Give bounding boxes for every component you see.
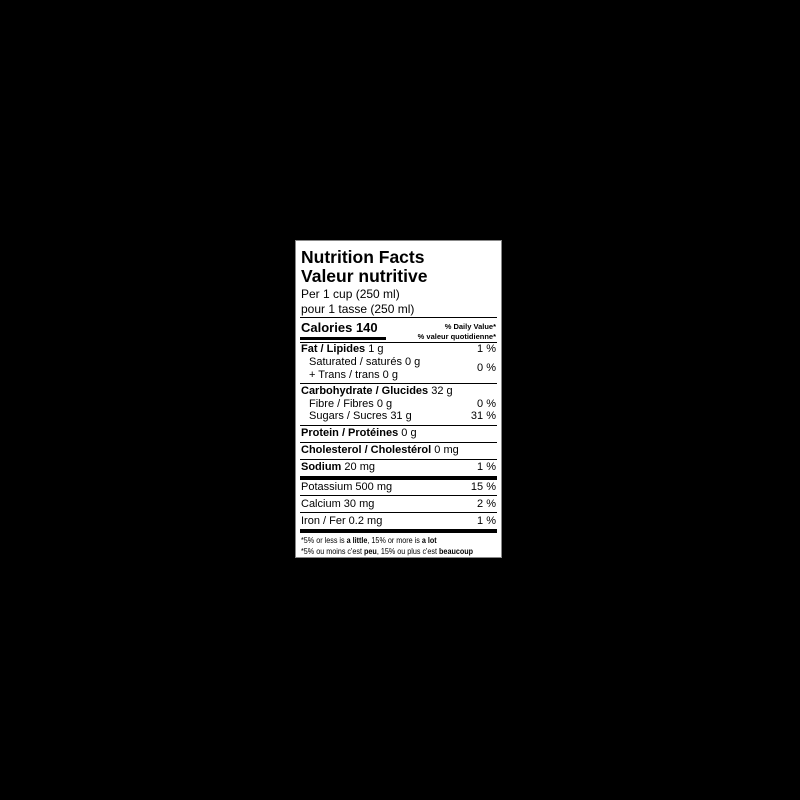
serving-fr: pour 1 tasse (250 ml): [301, 302, 415, 316]
title-fr: Valeur nutritive: [301, 266, 428, 286]
footnote-en: *5% or less is a little, 15% or more is …: [301, 536, 437, 545]
divider: [300, 317, 497, 318]
nutrient-cholesterol: Cholesterol / Cholestérol 0 mg: [301, 444, 459, 456]
nutrient-protein: Protein / Protéines 0 g: [301, 427, 417, 439]
serving-en: Per 1 cup (250 ml): [301, 287, 400, 301]
daily-value-en: % Daily Value*: [444, 322, 496, 331]
divider: [300, 459, 497, 460]
thick-divider: [300, 529, 497, 533]
thick-divider: [300, 476, 497, 480]
nutrient-saturated: Saturated / saturés 0 g: [309, 356, 421, 368]
title-en: Nutrition Facts: [301, 247, 425, 267]
footnote-fr: *5% ou moins c'est peu, 15% ou plus c'es…: [301, 547, 474, 556]
divider: [300, 342, 497, 343]
nutrient-calcium: Calcium 30 mg 2 %: [301, 498, 496, 510]
divider: [300, 442, 497, 443]
nutrient-carbohydrate: Carbohydrate / Glucides 32 g: [301, 385, 453, 397]
nutrient-iron: Iron / Fer 0.2 mg 1 %: [301, 515, 496, 527]
divider: [300, 383, 497, 384]
divider: [300, 425, 497, 426]
divider: [300, 512, 497, 513]
nutrient-sodium: Sodium 20 mg 1 %: [301, 461, 496, 473]
nutrient-potassium: Potassium 500 mg 15 %: [301, 481, 496, 493]
nutrient-trans: + Trans / trans 0 g: [309, 369, 398, 381]
calories-bar: [300, 337, 386, 340]
calories: Calories 140: [301, 320, 378, 335]
nutrient-sugars: Sugars / Sucres 31 g 31 %: [309, 410, 496, 422]
nutrition-facts-label: Nutrition Facts Valeur nutritive Per 1 c…: [295, 240, 502, 558]
divider: [300, 495, 497, 496]
daily-value-fr: % valeur quotidienne*: [417, 332, 496, 341]
